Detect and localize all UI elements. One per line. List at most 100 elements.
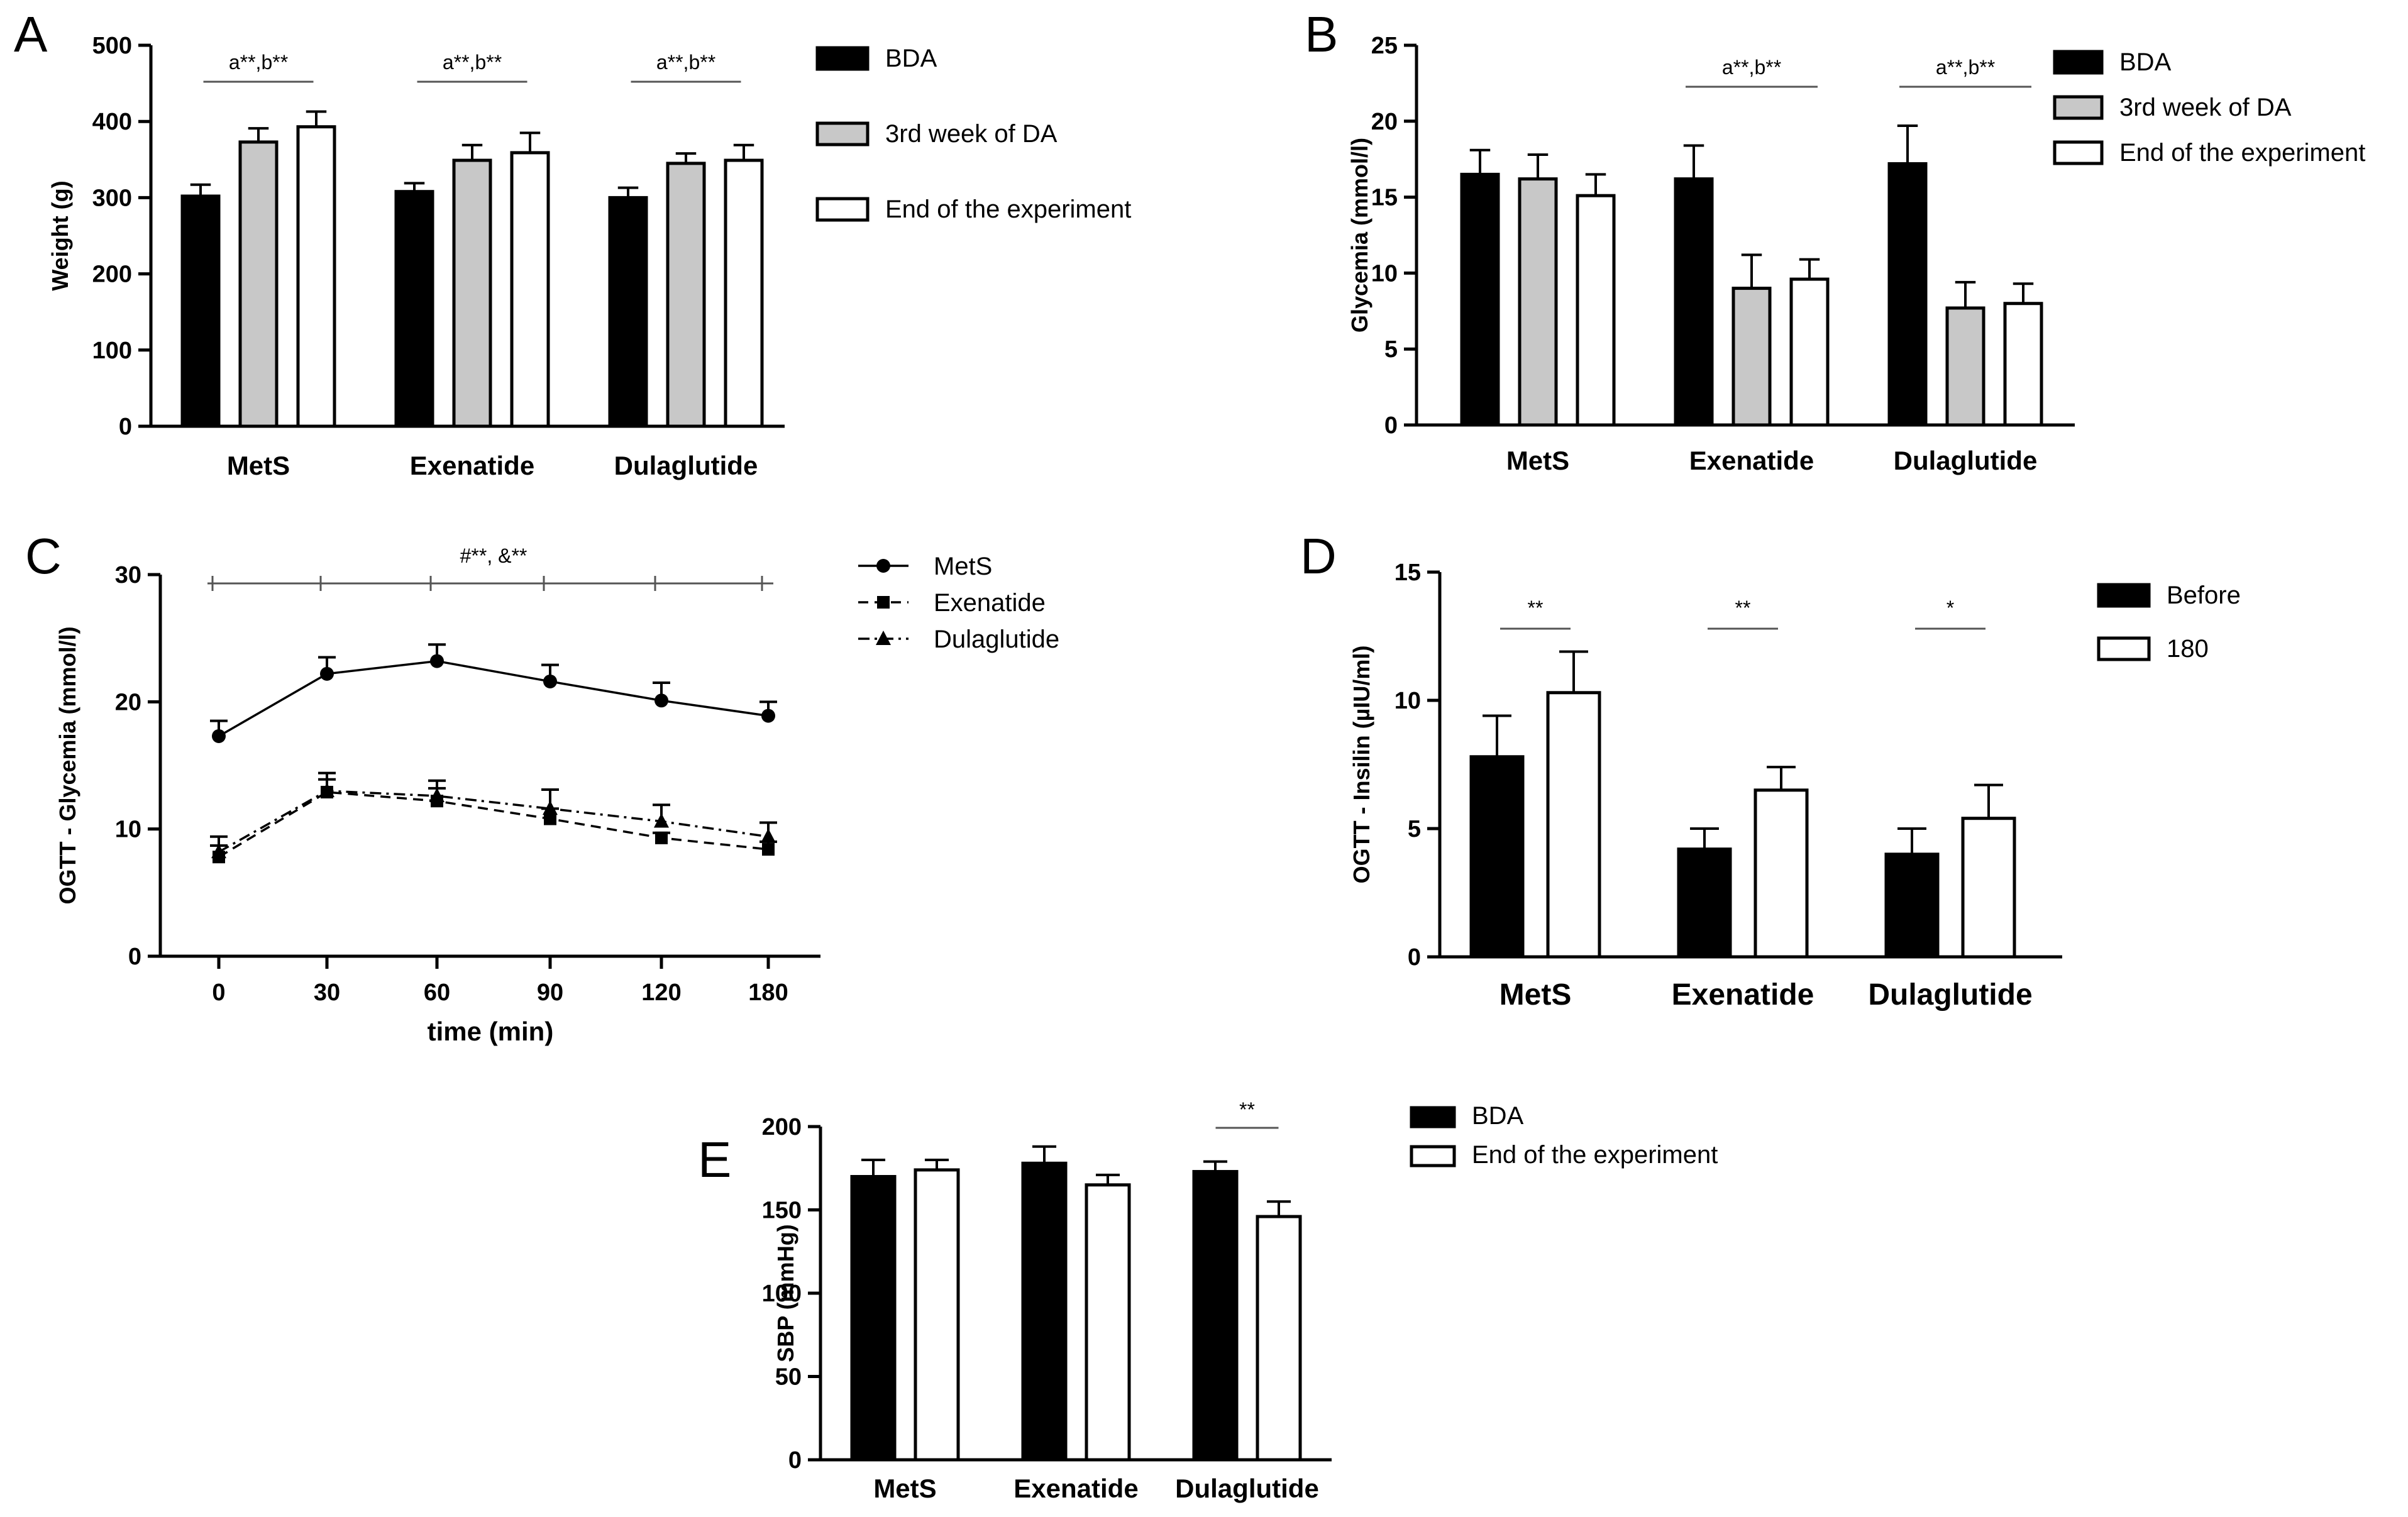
- legend-swatch-3rd-week-of-da: [815, 121, 870, 146]
- bar-bda-dulaglutide: [608, 196, 648, 428]
- y-tick-label: 20: [1371, 109, 1398, 135]
- x-category-label-exenatide: Exenatide: [1013, 1474, 1138, 1503]
- legend-label-3rd-week-of-da: 3rd week of DA: [885, 120, 1058, 148]
- y-tick-label: 15: [1395, 560, 1421, 586]
- bar-end-of-the-experiment-mets: [914, 1168, 960, 1462]
- y-tick-label: 5: [1408, 816, 1421, 842]
- legend-swatch-end-of-the-experiment: [815, 197, 870, 222]
- y-tick-label: 50: [775, 1364, 802, 1391]
- x-category-label-dulaglutide: Dulaglutide: [1868, 978, 2032, 1012]
- y-axis-title: OGTT - Insilin (µIU/ml): [1349, 646, 1374, 884]
- y-tick-label: 400: [92, 109, 132, 135]
- y-tick-label: 0: [128, 944, 141, 970]
- legend-swatch-bda: [1410, 1106, 1456, 1128]
- significance-label: a**,b**: [229, 51, 288, 74]
- bar-bda-exenatide: [1674, 177, 1714, 427]
- bar-end-of-the-experiment-exenatide: [510, 151, 550, 428]
- panel-label-a: A: [14, 6, 48, 62]
- data-point-exenatide: [762, 843, 775, 856]
- y-axis-title: Weight (g): [47, 180, 73, 290]
- bar-end-of-the-experiment-dulaglutide: [724, 158, 764, 428]
- y-tick-label: 200: [92, 262, 132, 288]
- x-category-label-dulaglutide: Dulaglutide: [1175, 1474, 1319, 1503]
- significance-label: a**,b**: [443, 51, 502, 74]
- bar-3rd-week-of-da-mets: [1518, 177, 1558, 427]
- x-category-label-mets: MetS: [873, 1474, 936, 1503]
- y-tick-label: 10: [115, 817, 141, 843]
- y-axis-title: OGTT - Glycemia (mmol/l): [55, 626, 80, 904]
- significance-label: a**,b**: [1722, 56, 1781, 79]
- significance-label: #**, &**: [460, 544, 527, 567]
- significance-label: *: [1947, 597, 1954, 619]
- bar-before-exenatide: [1677, 847, 1732, 959]
- legend-label-bda: BDA: [1472, 1102, 1524, 1130]
- y-tick-label: 500: [92, 33, 132, 59]
- legend-label-before: Before: [2167, 582, 2241, 609]
- y-tick-label: 150: [762, 1198, 802, 1224]
- x-tick-label: 90: [537, 979, 563, 1006]
- bar-180-exenatide: [1754, 788, 1809, 959]
- y-axis-title: SBP (mmHg): [773, 1224, 798, 1362]
- y-tick-label: 10: [1371, 260, 1398, 287]
- legend-label-mets: MetS: [934, 553, 992, 580]
- series-line-mets: [218, 659, 769, 737]
- bar-before-dulaglutide: [1884, 852, 1940, 959]
- chart-panel-d: 0 5 10 15 OGTT - Insilin (µIU/ml) MetS ** Exena…: [1349, 560, 2241, 1012]
- legend-swatch-180: [2097, 636, 2151, 661]
- bar-end-of-the-experiment-mets: [1576, 194, 1616, 427]
- y-tick-label: 30: [115, 562, 141, 588]
- bar-bda-mets: [850, 1175, 897, 1462]
- x-category-label-dulaglutide: Dulaglutide: [614, 451, 758, 480]
- data-point-exenatide: [544, 812, 556, 825]
- legend-marker-mets: [876, 559, 890, 573]
- panel-label-e: E: [698, 1132, 731, 1188]
- y-tick-label: 25: [1371, 33, 1398, 59]
- data-point-dulaglutide: [543, 800, 558, 815]
- significance-label: a**,b**: [656, 51, 715, 74]
- chart-panel-a: 0 100 200 300 400 500 Weight (g) MetS a**,b** Exe…: [47, 33, 1131, 480]
- panel-label-d: D: [1300, 528, 1337, 584]
- bar-end-of-the-experiment-exenatide: [1085, 1183, 1131, 1462]
- bar-180-dulaglutide: [1961, 817, 2016, 959]
- bar-before-mets: [1469, 755, 1525, 959]
- legend-swatch-end-of-the-experiment: [2053, 140, 2104, 165]
- legend-label-end-of-the-experiment: End of the experiment: [2119, 139, 2365, 167]
- legend-swatch-before: [2097, 583, 2151, 608]
- bar-end-of-the-experiment-dulaglutide: [2003, 302, 2043, 427]
- data-point-dulaglutide: [761, 828, 776, 843]
- data-point-exenatide: [655, 831, 668, 844]
- bar-end-of-the-experiment-exenatide: [1789, 277, 1830, 427]
- x-tick-label: 60: [424, 979, 450, 1006]
- legend-swatch-bda: [2053, 50, 2104, 75]
- bar-3rd-week-of-da-exenatide: [1731, 287, 1772, 427]
- x-tick-label: 120: [641, 979, 681, 1006]
- bar-bda-mets: [1460, 172, 1500, 427]
- bar-180-mets: [1546, 691, 1601, 959]
- y-tick-label: 300: [92, 185, 132, 211]
- x-category-label-mets: MetS: [1499, 978, 1572, 1012]
- legend-label-end-of-the-experiment: End of the experiment: [885, 196, 1131, 223]
- y-tick-label: 100: [92, 338, 132, 364]
- x-category-label-exenatide: Exenatide: [1689, 446, 1814, 475]
- y-axis-title: Glycemia (mmol/l): [1347, 138, 1372, 333]
- data-point-dulaglutide: [319, 782, 334, 797]
- y-tick-label: 0: [1384, 412, 1398, 439]
- x-axis-title: time (min): [428, 1017, 554, 1046]
- bar-3rd-week-of-da-dulaglutide: [666, 162, 706, 428]
- y-tick-label: 15: [1371, 185, 1398, 211]
- data-point-mets: [430, 654, 444, 668]
- chart-panel-c: 0 10 20 30 0 30 60 90 120 180 time (min) OGTT - Gly…: [55, 544, 1059, 1046]
- legend-label-end-of-the-experiment: End of the experiment: [1472, 1141, 1718, 1169]
- x-category-label-mets: MetS: [1506, 446, 1569, 475]
- x-tick-label: 0: [212, 979, 225, 1006]
- y-tick-label: 0: [788, 1447, 802, 1474]
- legend-label-exenatide: Exenatide: [934, 589, 1046, 617]
- significance-label: **: [1239, 1098, 1255, 1121]
- bar-3rd-week-of-da-exenatide: [452, 158, 492, 428]
- significance-label: **: [1528, 597, 1544, 619]
- series-line-exenatide: [218, 791, 769, 858]
- y-tick-label: 200: [762, 1114, 802, 1140]
- significance-label: a**,b**: [1936, 56, 1995, 79]
- bar-3rd-week-of-da-mets: [238, 140, 279, 428]
